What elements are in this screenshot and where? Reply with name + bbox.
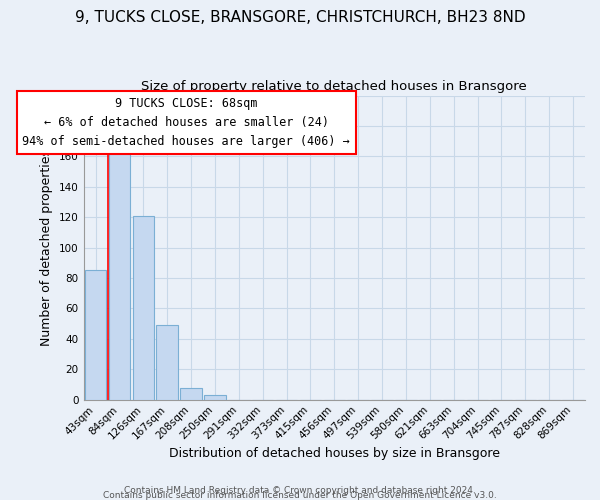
Bar (181, 388, 202, 400)
Bar (157, 325, 178, 400)
Bar (133, 216, 154, 400)
Text: Contains public sector information licensed under the Open Government Licence v3: Contains public sector information licen… (103, 491, 497, 500)
Title: Size of property relative to detached houses in Bransgore: Size of property relative to detached ho… (142, 80, 527, 93)
X-axis label: Distribution of detached houses by size in Bransgore: Distribution of detached houses by size … (169, 447, 500, 460)
Bar (109, 148, 130, 400)
Y-axis label: Number of detached properties: Number of detached properties (40, 149, 53, 346)
Text: 9, TUCKS CLOSE, BRANSGORE, CHRISTCHURCH, BH23 8ND: 9, TUCKS CLOSE, BRANSGORE, CHRISTCHURCH,… (74, 10, 526, 25)
Text: 9 TUCKS CLOSE: 68sqm
← 6% of detached houses are smaller (24)
94% of semi-detach: 9 TUCKS CLOSE: 68sqm ← 6% of detached ho… (22, 97, 350, 148)
Bar (204, 395, 226, 400)
Text: Contains HM Land Registry data © Crown copyright and database right 2024.: Contains HM Land Registry data © Crown c… (124, 486, 476, 495)
Bar (85, 270, 106, 400)
